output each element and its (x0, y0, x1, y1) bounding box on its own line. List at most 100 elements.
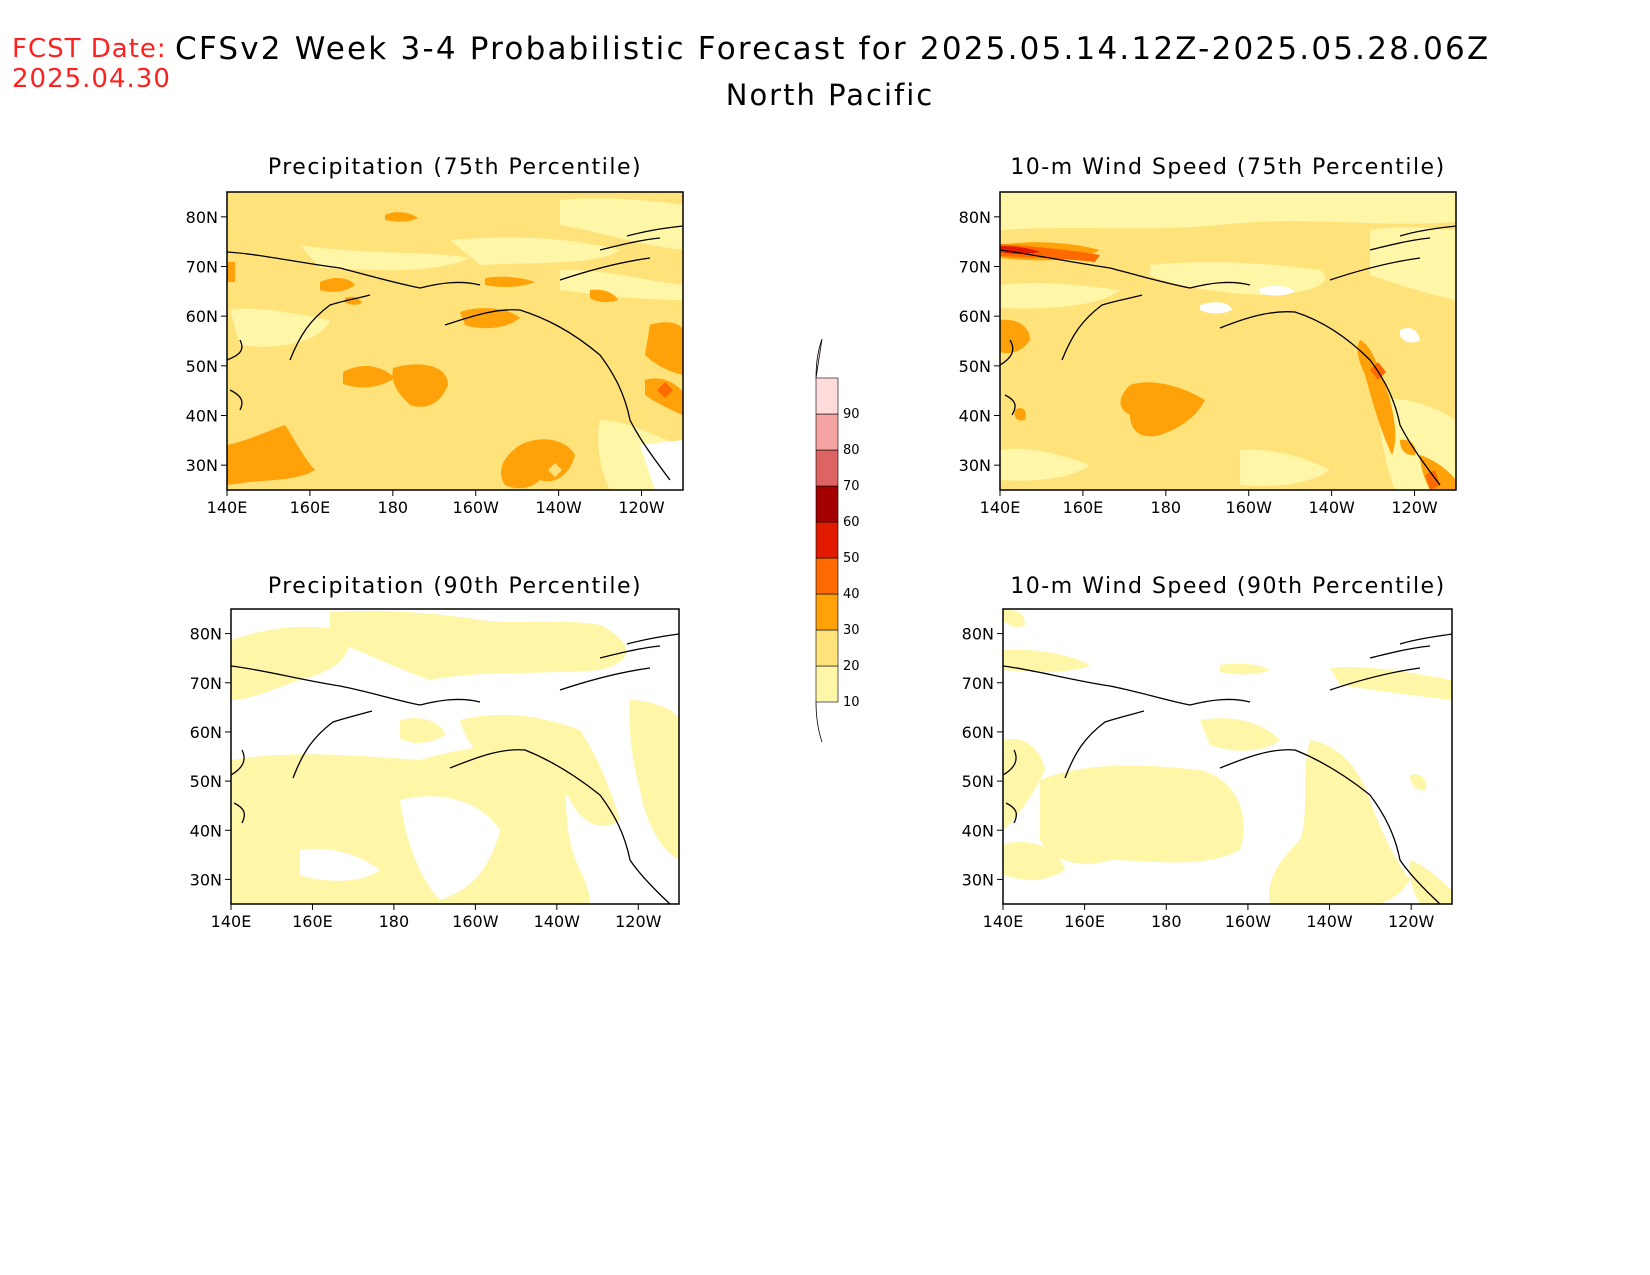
lat-tick-label: 60N (959, 307, 991, 326)
field-30-40 (343, 365, 395, 388)
field-30-40 (645, 322, 683, 375)
map-frame (1002, 608, 1453, 905)
lon-tick-label: 140W (534, 912, 581, 931)
lon-tick-label: 180 (1151, 498, 1182, 517)
lon-tick-label: 160W (1226, 498, 1273, 517)
lon-tick-label: 120W (615, 912, 662, 931)
panel-wind-90: 10-m Wind Speed (90th Percentile) (1002, 574, 1453, 905)
lon-tick-label: 120W (1388, 912, 1435, 931)
lon-tick-label: 180 (378, 498, 409, 517)
field-below-10 (300, 848, 380, 881)
field-30-40 (485, 276, 535, 287)
lon-tick-label: 140E (211, 912, 252, 931)
lon-tick-label: 160W (1225, 912, 1272, 931)
lat-tick-label: 50N (959, 357, 991, 376)
lon-tick-label: 180 (1151, 912, 1182, 931)
lat-tick-label: 40N (190, 821, 222, 840)
lon-tick-label: 160E (1064, 912, 1105, 931)
field-10-20 (460, 714, 620, 827)
field-30-40 (500, 439, 575, 489)
lat-tick-label: 30N (190, 870, 222, 889)
map-field (227, 192, 683, 490)
lat-tick-label: 70N (962, 674, 994, 693)
panel-title: Precipitation (90th Percentile) (268, 574, 642, 599)
lon-tick-label: 140W (535, 498, 582, 517)
fcst-date-label: FCST Date: (12, 34, 167, 64)
field-10-20 (1000, 448, 1090, 481)
panel-title: 10-m Wind Speed (90th Percentile) (1010, 574, 1445, 599)
field-10-20 (1003, 841, 1065, 880)
field-10-20 (629, 700, 679, 860)
field-10-20 (230, 308, 330, 347)
colorbar-tick-label: 40 (843, 587, 860, 602)
lon-tick-label: 140W (1308, 498, 1355, 517)
lat-tick-label: 80N (190, 625, 222, 644)
field-30-40 (590, 289, 618, 303)
colorbar-swatch (815, 449, 839, 487)
forecast-date-block: FCST Date: 2025.04.30 (12, 34, 171, 94)
field-10-20 (1000, 282, 1120, 309)
field-10-20 (1000, 192, 1456, 230)
field-below-10 (1260, 285, 1295, 296)
field-30-40 (227, 262, 235, 282)
field-30-40 (1120, 382, 1205, 437)
lat-tick-label: 70N (190, 674, 222, 693)
lat-tick-label: 30N (962, 870, 994, 889)
lon-tick-label: 160E (292, 912, 333, 931)
lon-tick-label: 160E (290, 498, 331, 517)
field-30-40 (392, 364, 448, 407)
field-30-40 (1014, 408, 1026, 421)
lon-tick-label: 120W (1391, 498, 1438, 517)
map-frame (230, 608, 680, 905)
colorbar-tick-label: 30 (843, 623, 860, 638)
field-30-40 (1400, 439, 1416, 456)
colorbar-bottom-cap (815, 701, 823, 743)
lat-tick-label: 40N (959, 407, 991, 426)
field-below-10 (400, 796, 500, 900)
field-10-20 (300, 245, 470, 271)
lat-tick-label: 40N (186, 407, 218, 426)
lat-tick-label: 50N (190, 772, 222, 791)
lon-tick-label: 160E (1063, 498, 1104, 517)
lon-tick-label: 140E (983, 912, 1024, 931)
field-30-40 (460, 308, 520, 329)
lat-tick-label: 60N (186, 307, 218, 326)
axis-ticks: 80N 70N 60N 50N 40N 30N 140E 160E 180 160W 140W 120… (186, 208, 1438, 931)
lat-tick-label: 40N (962, 821, 994, 840)
map-field (1000, 192, 1456, 490)
lon-tick-label: 140E (207, 498, 248, 517)
lon-tick-label: 160W (453, 498, 500, 517)
field-30-40 (1000, 319, 1030, 354)
field-10-20 (231, 626, 348, 700)
field-10-20 (1003, 649, 1090, 673)
field-30-40 (345, 296, 362, 305)
field-20-30 (548, 463, 562, 477)
lat-tick-label: 30N (186, 456, 218, 475)
colorbar-tick-label: 10 (843, 695, 860, 710)
field-10-20 (400, 718, 445, 743)
lat-tick-label: 80N (959, 208, 991, 227)
colorbar-top-cap (815, 338, 823, 379)
field-10-20 (330, 610, 627, 680)
field-20-30 (475, 463, 489, 477)
colorbar-swatch (815, 665, 839, 703)
colorbar-swatch (815, 593, 839, 631)
map-frame (999, 191, 1457, 491)
colorbar-swatch (815, 629, 839, 667)
colorbar-tick-label: 80 (843, 443, 860, 458)
lon-tick-label: 140W (1306, 912, 1353, 931)
field-10-20 (560, 198, 683, 250)
panel-title: 10-m Wind Speed (75th Percentile) (1010, 155, 1445, 180)
colorbar-swatch (815, 377, 839, 415)
fcst-date-value: 2025.04.30 (12, 64, 171, 94)
map-field (1003, 609, 1452, 904)
color-bar: 10 20 30 40 50 60 70 80 90 (815, 338, 860, 743)
field-10-20 (1200, 718, 1280, 751)
colorbar-swatch (815, 485, 839, 523)
field-10-20 (1040, 765, 1244, 864)
field-10-20 (1269, 740, 1410, 904)
panel-wind-75: 10-m Wind Speed (75th Percentile) (999, 155, 1457, 491)
coastline (227, 225, 683, 481)
panel-precip-75: Precipitation (75th Percentile) (226, 155, 684, 491)
